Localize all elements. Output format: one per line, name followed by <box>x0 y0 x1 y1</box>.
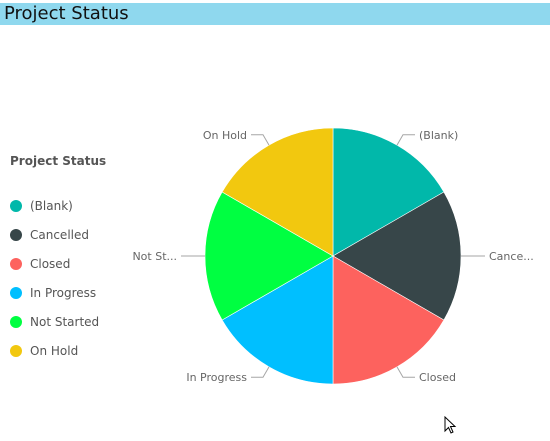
legend-swatch <box>10 344 22 357</box>
legend-item[interactable]: On Hold <box>10 336 130 365</box>
pie-slice[interactable] <box>221 255 334 385</box>
legend-label: Closed <box>30 256 71 271</box>
legend-item[interactable]: Closed <box>10 249 130 278</box>
leader-line <box>251 134 270 146</box>
pie-slice[interactable] <box>204 191 334 321</box>
legend-item[interactable]: Cancelled <box>10 220 130 249</box>
slice-label: (Blank) <box>419 129 458 142</box>
slice-label: Not St... <box>132 250 177 263</box>
legend-item[interactable]: Not Started <box>10 307 130 336</box>
legend-label: Not Started <box>30 314 100 329</box>
pie-slice[interactable] <box>332 255 445 385</box>
legend-swatch <box>10 286 22 299</box>
leader-line <box>396 366 415 378</box>
visual-title-bar: Project Status <box>0 3 550 25</box>
legend-label: Cancelled <box>30 227 89 242</box>
pie-slice[interactable] <box>221 127 334 257</box>
legend-label: On Hold <box>30 343 79 358</box>
legend-item[interactable]: (Blank) <box>10 191 130 220</box>
pie-slice[interactable] <box>332 191 462 321</box>
legend-label: In Progress <box>30 285 97 300</box>
legend-title: Project Status <box>10 154 107 168</box>
mouse-cursor-icon <box>444 416 457 434</box>
legend-swatch <box>10 199 22 212</box>
legend-label: (Blank) <box>30 198 73 213</box>
slice-label: In Progress <box>186 371 247 384</box>
legend-item[interactable]: In Progress <box>10 278 130 307</box>
legend-swatch <box>10 315 22 328</box>
legend-items: (Blank) Cancelled Closed In Progress Not Sta… <box>10 191 130 365</box>
slice-label: Closed <box>419 371 456 384</box>
slice-label: Cance... <box>489 250 534 263</box>
legend-swatch <box>10 257 22 270</box>
chart-legend: Project Status (Blank) Cancelled Closed In … <box>10 153 130 365</box>
leader-line <box>396 134 415 146</box>
pie-slice[interactable] <box>332 127 445 257</box>
slice-label: On Hold <box>203 129 247 142</box>
legend-swatch <box>10 228 22 241</box>
visual-title: Project Status <box>4 3 129 24</box>
leader-line <box>251 366 270 378</box>
